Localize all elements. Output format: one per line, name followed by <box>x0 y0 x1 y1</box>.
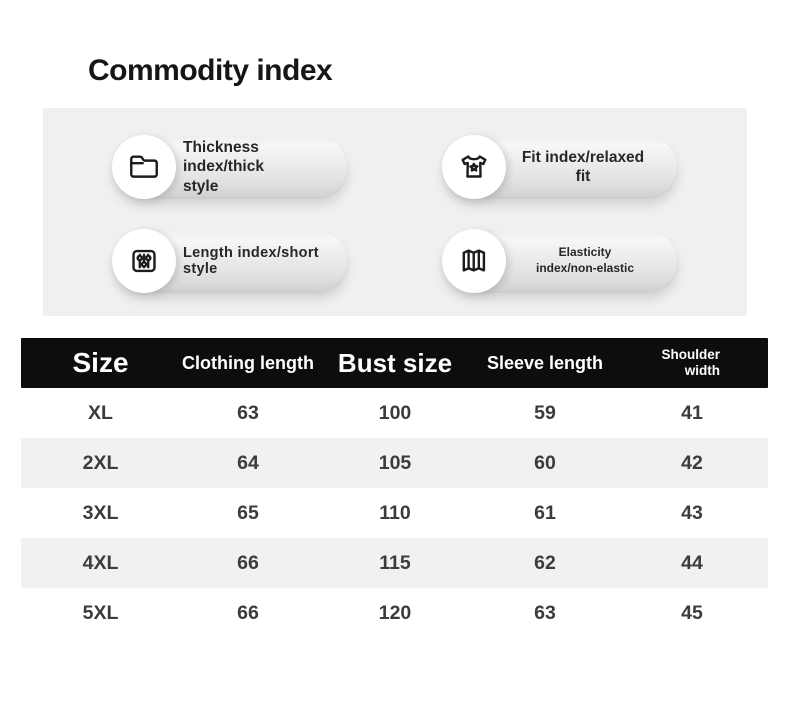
cell-size: XL <box>88 401 113 424</box>
cell-clothing-length: 66 <box>237 551 259 574</box>
feature-badge-line2: style <box>183 177 219 195</box>
table-row: 3XL 65 110 61 43 <box>21 488 768 538</box>
cell-bust-size: 120 <box>378 601 412 624</box>
feature-badge-thickness: Thickness index/thick style <box>112 135 347 199</box>
cell-shoulder-width: 45 <box>681 601 703 624</box>
table-row: 4XL 66 115 62 44 <box>21 538 768 588</box>
table-row: 5XL 66 120 63 45 <box>21 588 768 638</box>
feature-badge-line1: Fit index/relaxed <box>521 148 645 166</box>
map-icon <box>462 249 486 272</box>
feature-badge-line2: fit <box>575 168 591 185</box>
cell-bust-size: 100 <box>378 401 412 424</box>
cell-clothing-length: 66 <box>237 601 259 624</box>
cell-sleeve-length: 59 <box>534 401 556 424</box>
tshirt-icon <box>461 155 487 178</box>
feature-badge-label: Fit index/relaxed fit <box>505 137 661 197</box>
sliders-icon <box>132 249 156 273</box>
page-title: Commodity index <box>88 54 333 87</box>
cell-shoulder-width: 41 <box>681 401 703 424</box>
cell-sleeve-length: 62 <box>534 551 556 574</box>
feature-badge-line1: Length index/short style <box>183 245 319 277</box>
icon-circle <box>112 229 176 293</box>
icon-circle <box>442 229 506 293</box>
header-clothing-length: Clothing length <box>182 352 314 373</box>
cell-clothing-length: 63 <box>237 401 259 424</box>
feature-badge-length: Length index/short style <box>112 229 347 293</box>
header-size: Size <box>72 347 129 378</box>
cell-size: 2XL <box>82 451 119 474</box>
table-row: 2XL 64 105 60 42 <box>21 438 768 488</box>
cell-sleeve-length: 63 <box>534 601 556 624</box>
cell-size: 5XL <box>82 601 119 624</box>
size-table: Size Clothing length Bust size Sleeve le… <box>21 338 768 638</box>
cell-clothing-length: 65 <box>237 501 259 524</box>
header-sleeve-length: Sleeve length <box>486 352 604 373</box>
icon-circle <box>442 135 506 199</box>
table-row: XL 63 100 59 41 <box>21 388 768 438</box>
feature-badge-fit: Fit index/relaxed fit <box>442 135 677 199</box>
folder-icon <box>130 155 158 178</box>
header-shoulder-width: Shoulder width <box>661 347 720 378</box>
header-bust-size: Bust size <box>337 347 453 378</box>
cell-shoulder-width: 44 <box>681 551 703 574</box>
feature-panel: Thickness index/thick style Fit index/re… <box>43 108 747 316</box>
feature-badge-elasticity: Elasticity index/non-elastic <box>442 229 677 293</box>
icon-circle <box>112 135 176 199</box>
feature-badge-line1: Thickness index/thick <box>183 138 264 176</box>
cell-sleeve-length: 61 <box>534 501 556 524</box>
feature-badge-label: Length index/short style <box>183 231 337 291</box>
feature-badge-line2: index/non-elastic <box>535 261 635 275</box>
cell-clothing-length: 64 <box>237 451 259 474</box>
feature-badge-label: Thickness index/thick style <box>183 137 337 197</box>
size-table-header: Size Clothing length Bust size Sleeve le… <box>21 338 768 388</box>
cell-size: 3XL <box>82 501 119 524</box>
cell-shoulder-width: 43 <box>681 501 703 524</box>
cell-sleeve-length: 60 <box>534 451 556 474</box>
cell-bust-size: 105 <box>378 451 412 474</box>
cell-bust-size: 110 <box>379 501 411 524</box>
feature-badge-line1: Elasticity <box>558 245 612 260</box>
cell-shoulder-width: 42 <box>681 451 703 474</box>
cell-bust-size: 115 <box>379 551 411 574</box>
feature-badge-label: Elasticity index/non-elastic <box>505 231 665 291</box>
cell-size: 4XL <box>82 551 119 574</box>
